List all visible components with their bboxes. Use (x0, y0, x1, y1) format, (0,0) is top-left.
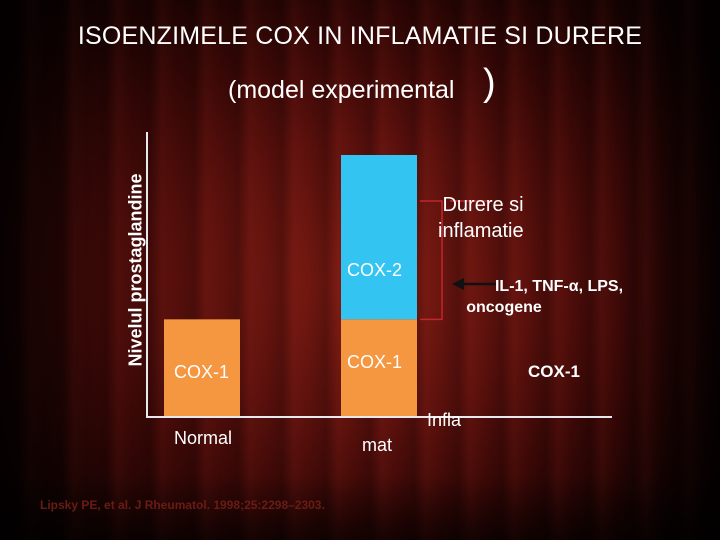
inducers-line-2: oncogene (466, 299, 542, 316)
label-cox1-right: COX-1 (528, 362, 580, 381)
label-cox1-inflamat: COX-1 (347, 352, 403, 372)
x-tick-normal: Normal (174, 428, 233, 448)
slide-title: ISOENZIMELE COX IN INFLAMATIE SI DURERE (77, 22, 643, 50)
x-tick-mat: mat (362, 435, 393, 455)
subtitle-paren: ) (483, 62, 496, 104)
inducer-arrow (452, 278, 498, 290)
bar-cox1-1 (341, 319, 417, 416)
inducers-line-1: IL-1, TNF-α, LPS, (494, 278, 624, 295)
durere-annotation: Durere si inflamatie (438, 192, 524, 244)
durere-line-2: inflamatie (438, 220, 524, 242)
durere-line-1: Durere si (442, 194, 524, 216)
label-cox2-inflamat: COX-2 (347, 260, 403, 280)
x-tick-infla: Infla (427, 410, 462, 430)
citation: Lipsky PE, et al. J Rheumatol. 1998;25:2… (40, 498, 325, 512)
slide-subtitle: (model experimental) (228, 62, 496, 105)
bar-cox2-1 (341, 155, 417, 320)
arrow-head (452, 278, 464, 290)
bar-cox1-0 (164, 319, 240, 416)
durere-bracket (420, 200, 443, 321)
label-cox1-normal: COX-1 (174, 362, 230, 382)
subtitle-text: (model experimental (228, 76, 455, 104)
